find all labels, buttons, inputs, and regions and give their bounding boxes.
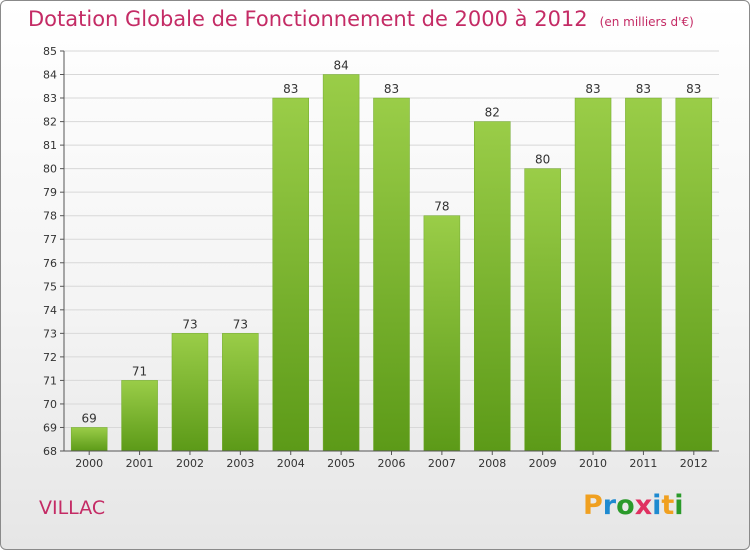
- logo-letter: t: [661, 490, 675, 521]
- logo-letter: i: [652, 490, 662, 521]
- x-tick-label: 2011: [629, 457, 657, 470]
- y-tick-label: 81: [43, 139, 57, 152]
- logo-letter: x: [634, 490, 653, 521]
- bar-2004: [272, 97, 309, 452]
- value-label: 69: [82, 411, 97, 425]
- x-tick-label: 2012: [680, 457, 708, 470]
- value-label: 73: [182, 317, 197, 331]
- logo-letter: P: [583, 490, 603, 521]
- value-label: 73: [233, 317, 248, 331]
- x-tick-label: 2010: [579, 457, 607, 470]
- x-tick-label: 2005: [327, 457, 355, 470]
- y-tick-label: 79: [43, 186, 57, 199]
- y-tick-label: 82: [43, 116, 57, 129]
- x-tick-label: 2000: [75, 457, 103, 470]
- x-tick-label: 2002: [176, 457, 204, 470]
- y-tick-label: 76: [43, 257, 57, 270]
- value-label: 71: [132, 364, 147, 378]
- bar-2005: [322, 74, 360, 452]
- x-tick-label: 2009: [529, 457, 557, 470]
- commune-name: VILLAC: [39, 497, 106, 519]
- proxiti-logo: Proxiti: [583, 490, 684, 521]
- y-tick-label: 75: [43, 280, 57, 293]
- y-tick-label: 74: [43, 304, 57, 317]
- bar-2010: [574, 97, 612, 452]
- logo-letter: o: [616, 490, 635, 521]
- y-tick-label: 70: [43, 398, 57, 411]
- y-tick-label: 68: [43, 445, 57, 458]
- value-label: 83: [686, 82, 701, 96]
- logo-letter: i: [674, 490, 684, 521]
- bar-2012: [675, 97, 713, 452]
- x-tick-label: 2004: [277, 457, 305, 470]
- x-tick-label: 2003: [226, 457, 254, 470]
- y-tick-label: 80: [43, 163, 57, 176]
- value-label: 84: [333, 59, 348, 73]
- bar-2008: [474, 121, 511, 452]
- y-tick-label: 78: [43, 210, 57, 223]
- bar-2002: [171, 333, 209, 452]
- y-tick-label: 72: [43, 351, 57, 364]
- bar-2009: [524, 168, 561, 452]
- value-label: 83: [585, 82, 600, 96]
- x-tick-label: 2008: [478, 457, 506, 470]
- value-label: 83: [283, 82, 298, 96]
- bar-2011: [625, 97, 662, 452]
- value-label: 83: [384, 82, 399, 96]
- y-tick-label: 69: [43, 421, 57, 434]
- x-tick-label: 2007: [428, 457, 456, 470]
- chart-title: Dotation Globale de Fonctionnement de 20…: [28, 7, 694, 31]
- bar-2003: [222, 333, 259, 452]
- bar-2007: [423, 215, 461, 452]
- x-tick-label: 2006: [378, 457, 406, 470]
- y-tick-label: 84: [43, 69, 57, 82]
- bar-2000: [70, 427, 108, 452]
- value-label: 82: [485, 106, 500, 120]
- y-tick-label: 77: [43, 233, 57, 246]
- x-tick-label: 2001: [126, 457, 154, 470]
- chart-title-text: Dotation Globale de Fonctionnement de 20…: [28, 7, 588, 31]
- value-label: 83: [636, 82, 651, 96]
- value-label: 78: [434, 200, 449, 214]
- value-label: 80: [535, 153, 550, 167]
- chart-subtitle: (en milliers d'€): [599, 15, 694, 29]
- y-tick-label: 71: [43, 374, 57, 387]
- bar-2001: [121, 380, 158, 452]
- bar-2006: [373, 97, 410, 452]
- y-tick-label: 83: [43, 92, 57, 105]
- logo-letter: r: [602, 490, 617, 521]
- y-tick-label: 85: [43, 45, 57, 58]
- y-tick-label: 73: [43, 327, 57, 340]
